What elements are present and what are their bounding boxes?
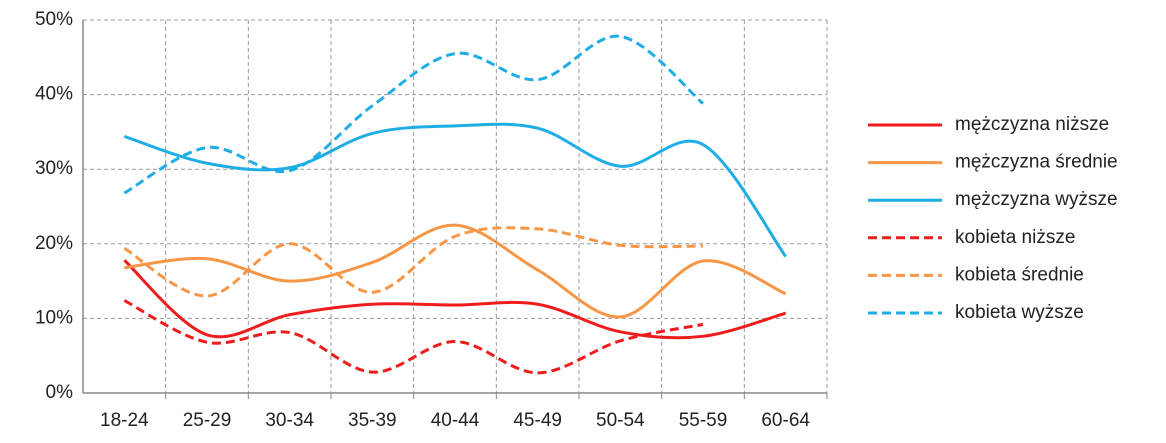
y-tick-label: 40% [35, 84, 73, 105]
series-line [123, 299, 704, 375]
x-tick-label: 50-54 [596, 410, 645, 431]
series-line [123, 122, 787, 258]
x-tick-label: 35-39 [348, 410, 397, 431]
series-line [123, 34, 704, 195]
x-tick-label: 25-29 [183, 410, 232, 431]
series-line [123, 226, 704, 298]
legend-label: mężczyzna wyższe [955, 189, 1118, 210]
legend-label: mężczyzna średnie [955, 152, 1118, 173]
legend-label: kobieta średnie [955, 264, 1084, 285]
x-tick-label: 45-49 [513, 410, 562, 431]
y-tick-label: 50% [35, 9, 73, 30]
y-tick-label: 10% [35, 307, 73, 328]
series-line [123, 259, 787, 340]
x-tick-label: 18-24 [100, 410, 149, 431]
x-tick-label: 30-34 [265, 410, 314, 431]
x-tick-label: 60-64 [761, 410, 810, 431]
x-tick-label: 40-44 [431, 410, 480, 431]
y-tick-label: 20% [35, 233, 73, 254]
legend-label: kobieta niższe [955, 227, 1075, 248]
legend-label: kobieta wyższe [955, 302, 1084, 323]
y-tick-label: 30% [35, 158, 73, 179]
legend-label: mężczyzna niższe [955, 114, 1109, 135]
series-line [124, 223, 787, 319]
x-tick-label: 55-59 [679, 410, 728, 431]
y-tick-label: 0% [46, 382, 74, 403]
